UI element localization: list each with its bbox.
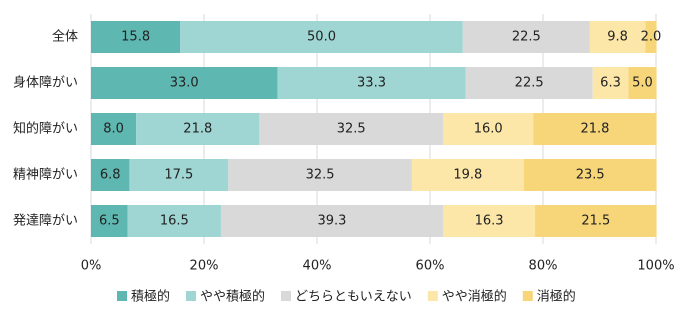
bar-segment — [277, 67, 466, 99]
data-label: 2.0 — [641, 30, 662, 45]
data-label: 32.5 — [306, 168, 335, 183]
y-tick-label: 身体障がい — [13, 75, 78, 91]
bar-segment — [220, 205, 443, 237]
data-label: 16.5 — [160, 214, 189, 229]
data-label: 15.8 — [121, 30, 150, 45]
bar-segment — [259, 113, 443, 145]
data-label: 6.5 — [99, 214, 120, 229]
bar-segment — [91, 113, 137, 145]
bar-segment — [628, 67, 657, 99]
bar-segment — [462, 21, 590, 53]
data-label: 5.0 — [632, 76, 653, 91]
x-tick-label: 60% — [416, 259, 445, 274]
y-tick-label: 全体 — [52, 29, 78, 45]
bar-segment — [442, 205, 536, 237]
x-tick-label: 80% — [529, 259, 558, 274]
legend-swatch — [281, 291, 292, 301]
bar-segment — [589, 21, 646, 53]
y-tick-label: 知的障がい — [13, 121, 78, 137]
bar-segment — [645, 21, 657, 53]
legend-label: 積極的 — [131, 289, 170, 305]
x-tick-label: 0% — [81, 259, 102, 274]
bar-segment — [442, 113, 534, 145]
bar-segment — [91, 67, 278, 99]
data-label: 19.8 — [453, 168, 482, 183]
data-label: 16.3 — [475, 214, 504, 229]
legend-label: どちらともいえない — [295, 290, 412, 305]
legend-label: 消極的 — [537, 289, 576, 305]
bar-segment — [535, 205, 657, 237]
legend-label: やや積極的 — [200, 289, 265, 305]
data-label: 32.5 — [337, 122, 366, 137]
data-label: 23.5 — [576, 168, 605, 183]
legend-swatch — [522, 291, 533, 301]
bar-segment — [465, 67, 593, 99]
bar-segment — [180, 21, 463, 53]
data-label: 33.3 — [357, 76, 386, 91]
bar-segment — [129, 159, 229, 191]
data-label: 22.5 — [512, 30, 541, 45]
data-label: 9.8 — [607, 30, 628, 45]
x-tick-label: 40% — [303, 259, 332, 274]
data-label: 22.5 — [515, 76, 544, 91]
y-tick-label: 発達障がい — [13, 214, 78, 229]
data-label: 39.3 — [317, 214, 346, 229]
data-label: 17.5 — [164, 168, 193, 183]
legend-swatch — [427, 291, 438, 301]
legend-swatch — [186, 291, 197, 301]
bar-segment — [91, 21, 181, 53]
data-label: 16.0 — [474, 122, 503, 137]
bar-segment — [411, 159, 524, 191]
bar-segment — [91, 159, 130, 191]
bar-segment — [136, 113, 260, 145]
x-tick-label: 20% — [190, 259, 219, 274]
bar-segment — [91, 205, 128, 237]
data-label: 6.3 — [600, 76, 621, 91]
legend-label: やや消極的 — [442, 289, 507, 305]
data-label: 50.0 — [307, 30, 336, 45]
data-label: 6.8 — [100, 168, 121, 183]
x-tick-label: 100% — [637, 259, 674, 274]
data-label: 21.8 — [581, 122, 610, 137]
bar-segment — [533, 113, 657, 145]
y-tick-label: 精神障がい — [13, 168, 78, 183]
data-label: 21.5 — [581, 214, 610, 229]
bar-segment — [228, 159, 412, 191]
data-label: 8.0 — [103, 122, 124, 137]
data-label: 33.0 — [170, 76, 199, 91]
data-label: 21.8 — [183, 122, 212, 137]
bar-segment — [127, 205, 221, 237]
bar-segment — [523, 159, 657, 191]
bar-segment — [592, 67, 629, 99]
legend-swatch — [117, 291, 127, 301]
